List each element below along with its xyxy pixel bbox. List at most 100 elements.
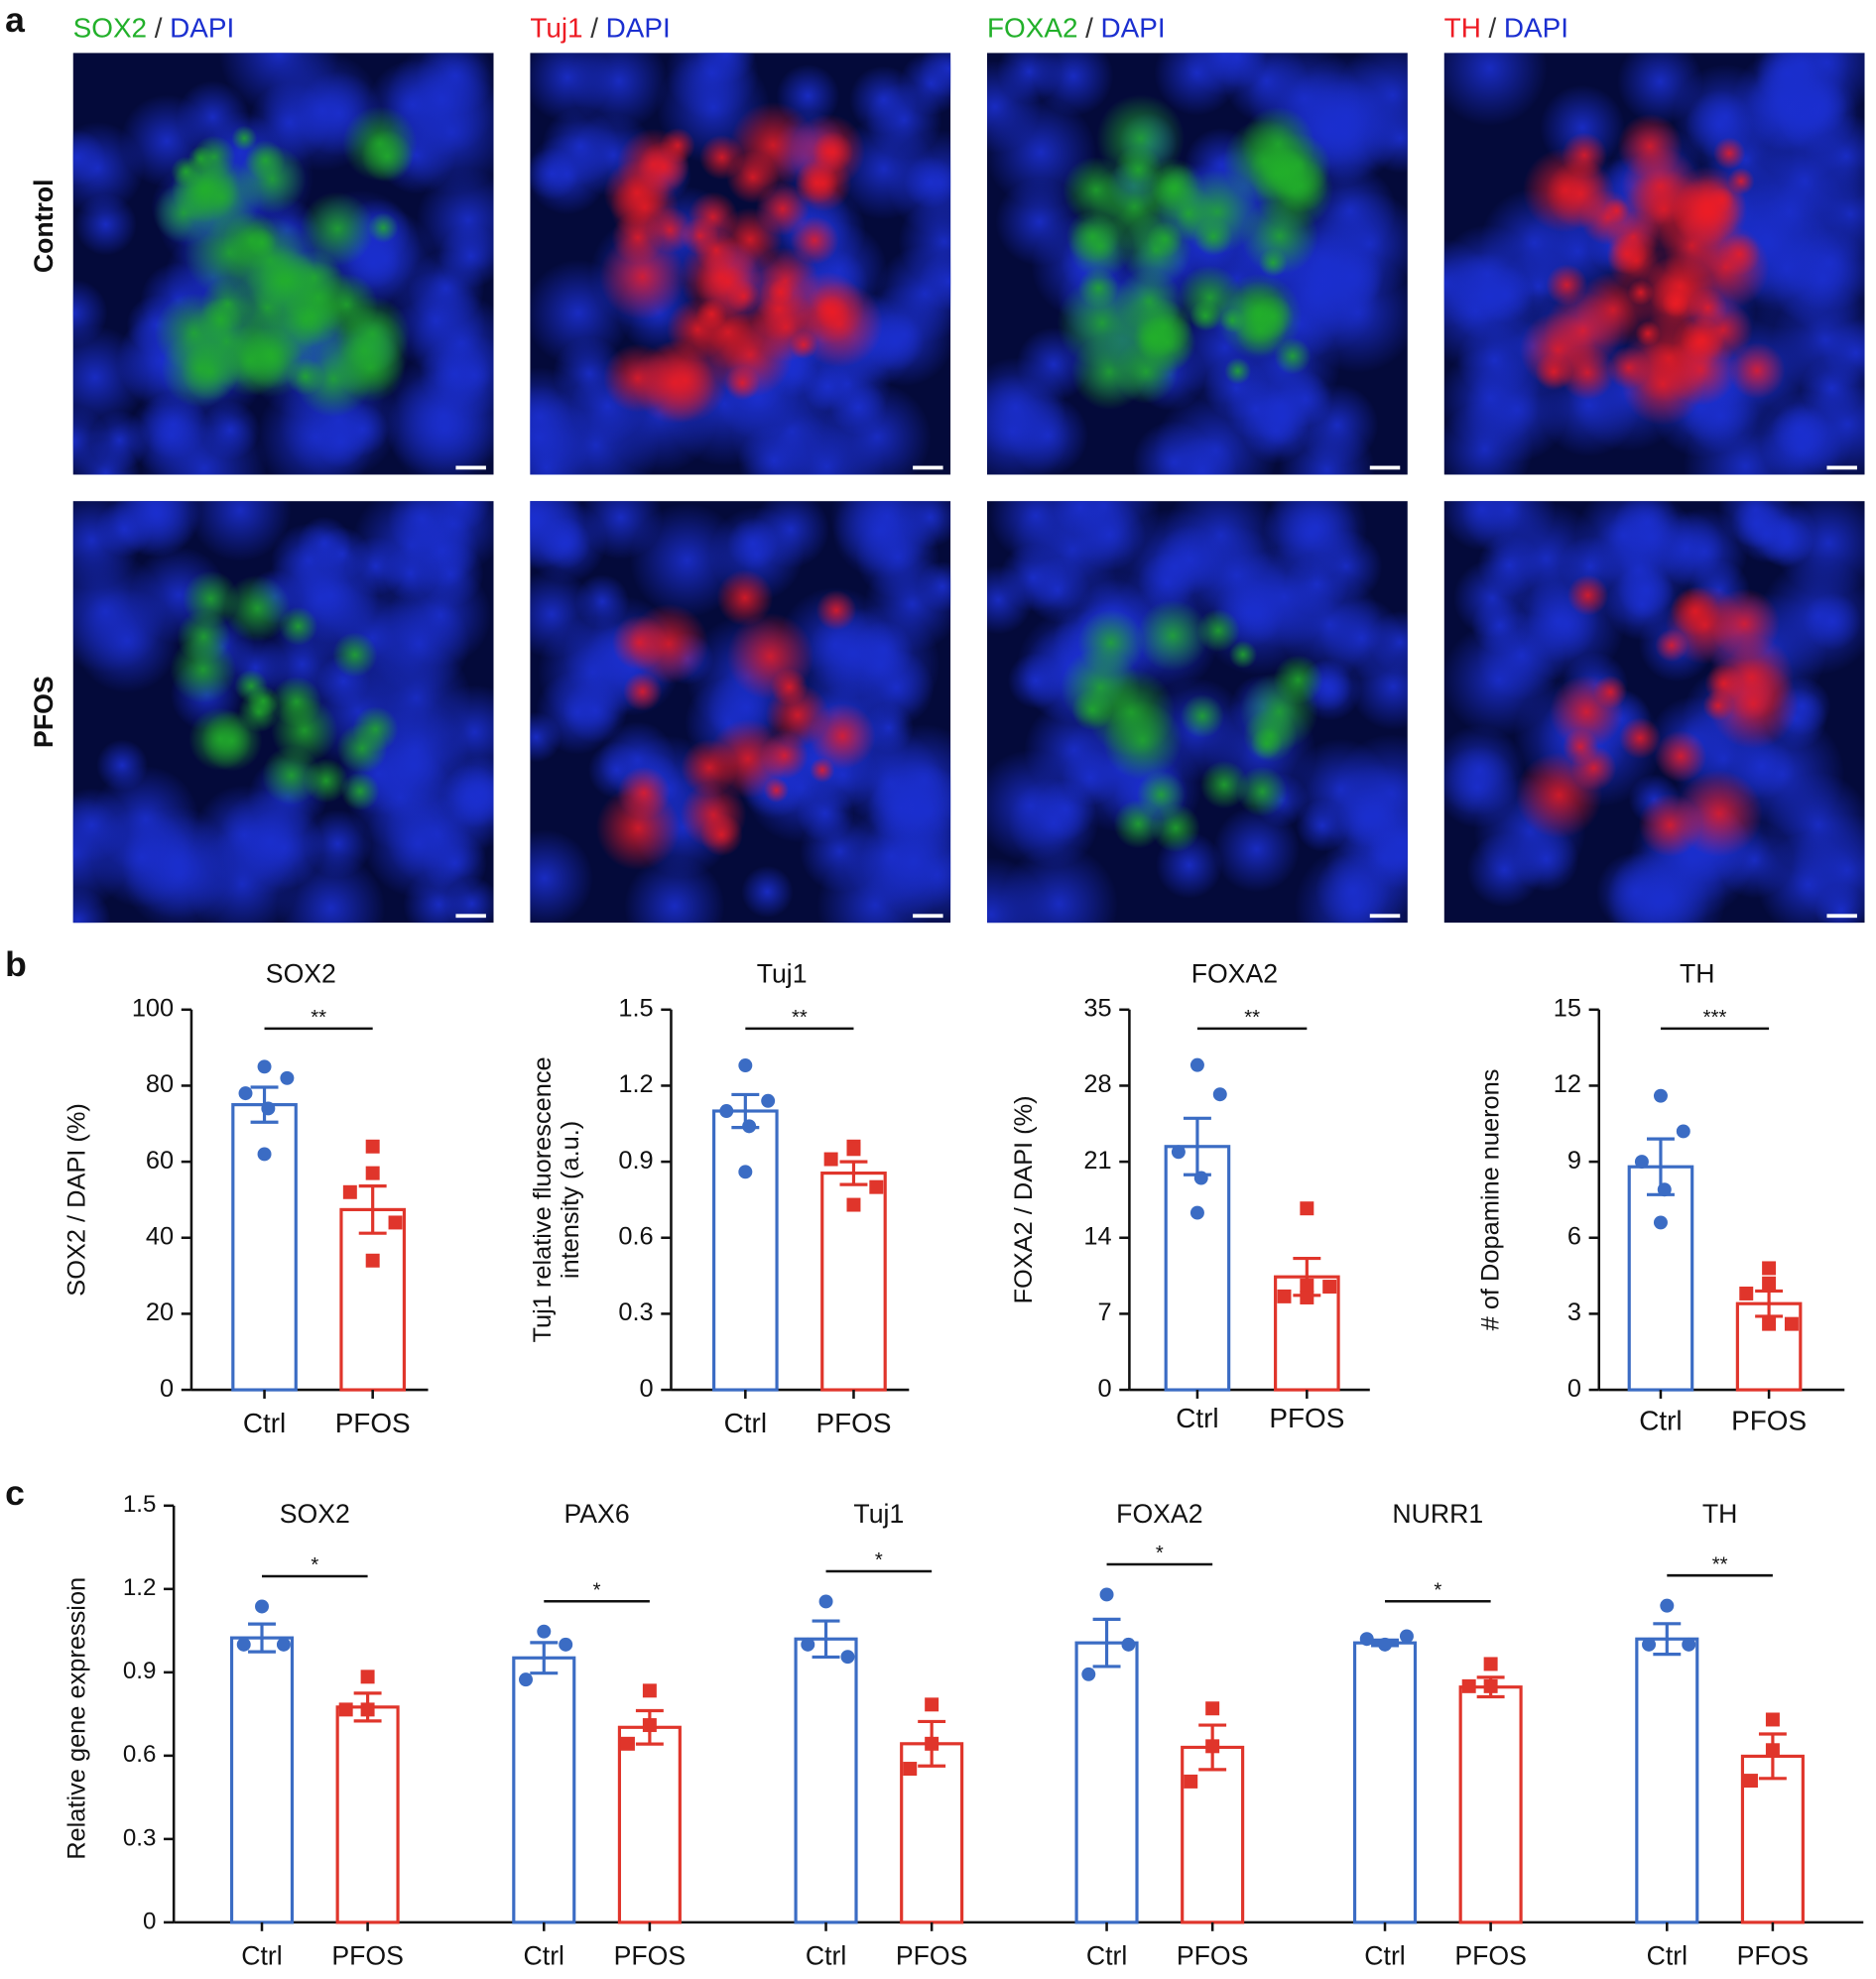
data-point [1205,1701,1220,1716]
stain-signal [1655,629,1688,663]
nucleus-cluster [530,385,591,475]
nucleus-cluster [438,223,494,289]
data-point [925,1736,939,1751]
nucleus-cluster [1771,286,1865,394]
stain-signal [726,279,761,313]
data-point [1121,1637,1136,1652]
stain-signal [724,365,761,401]
stain-signal [680,782,747,848]
nucleus-cluster [91,807,192,908]
data-point [1399,1629,1414,1644]
x-tick-label: Ctrl [524,1940,564,1970]
micrograph [1443,53,1865,475]
stain-signal [1077,268,1119,309]
stain-signal [1273,655,1323,705]
stain-signal [1234,304,1287,356]
data-point [846,1197,861,1212]
nucleus-cluster [433,334,494,417]
error-bar [530,1641,559,1675]
stain-signal [1708,588,1781,660]
error-bar [1755,1289,1784,1318]
group-title: SOX2 [280,1499,350,1529]
y-tick-label: 21 [1083,1147,1111,1175]
nucleus-cluster [741,865,794,919]
stain-signal [707,718,788,799]
data-point [903,1762,918,1777]
y-tick-label: 6 [1567,1222,1581,1250]
nucleus-cluster [1757,832,1860,924]
data-point [1189,1057,1204,1072]
data-point [559,1637,573,1652]
stain-signal [812,131,854,174]
stain-header: Tuj1 / DAPI [530,13,670,44]
y-tick-label: 0 [1098,1375,1112,1403]
stain-signal [632,340,716,425]
nucleus-cluster [276,853,386,924]
stain-signal [660,127,695,164]
data-point [1765,1712,1780,1727]
y-tick-label: 0.3 [123,1824,157,1851]
data-point [365,1166,380,1180]
data-point [738,1058,753,1072]
data-point [1739,1286,1754,1300]
y-tick-label: 3 [1567,1299,1581,1326]
stain-signal [247,684,280,717]
error-bar [812,1619,840,1660]
nucleus-cluster [999,844,1119,924]
x-tick-label: Ctrl [724,1408,767,1438]
y-axis-label: Tuj1 relative fluorescence [529,1056,557,1342]
nucleus-cluster [853,620,914,680]
y-tick-label: 100 [132,995,174,1023]
stain-signal [810,757,835,784]
data-point [846,1142,861,1157]
data-point [1653,1215,1668,1230]
bar [339,1207,406,1392]
bar [794,1637,858,1924]
nucleus-cluster [796,784,854,843]
group-title: FOXA2 [1116,1499,1202,1529]
data-point [823,1152,838,1167]
data-point [620,1736,635,1751]
nucleus-cluster [900,501,951,548]
stain-signal [1228,640,1258,669]
nucleus-cluster [1443,224,1537,323]
counterstain-name: DAPI [170,13,234,44]
micrograph [1443,501,1865,924]
data-point [1762,1261,1777,1276]
data-point [1359,1632,1374,1647]
y-tick-label: 60 [146,1147,174,1175]
significance-label: ** [792,1007,808,1029]
error-bar [1653,1622,1682,1657]
stain-name: SOX2 [73,13,147,44]
stain-signal [646,206,693,254]
error-bar [1092,1617,1121,1669]
data-point [642,1718,657,1733]
data-point [1676,1124,1690,1139]
nucleus-cluster [986,357,1066,458]
y-tick-label: 0 [640,1375,654,1403]
data-point [1765,1743,1780,1758]
data-point [869,1179,884,1194]
micrograph [986,53,1408,475]
y-tick-label: 35 [1083,995,1111,1023]
data-point [360,1670,375,1684]
row-label: PFOS [29,676,59,748]
significance-label: ** [311,1007,326,1029]
stain-signal [336,722,388,774]
stain-signal [1606,210,1661,264]
stain-signal [188,707,252,771]
stain-signal [1662,290,1689,317]
scale-bar [913,465,943,470]
stain-signal [1664,332,1737,406]
x-tick-label: PFOS [331,1940,404,1970]
x-tick-label: Ctrl [243,1408,286,1438]
stain-signal [1236,766,1288,817]
error-bar [839,1160,868,1186]
error-bar [358,1184,387,1235]
nucleus-cluster [1443,53,1548,127]
data-point [1171,1145,1186,1160]
nucleus-cluster [1617,53,1703,125]
stain-signal [1607,346,1651,390]
data-point [280,1070,295,1085]
